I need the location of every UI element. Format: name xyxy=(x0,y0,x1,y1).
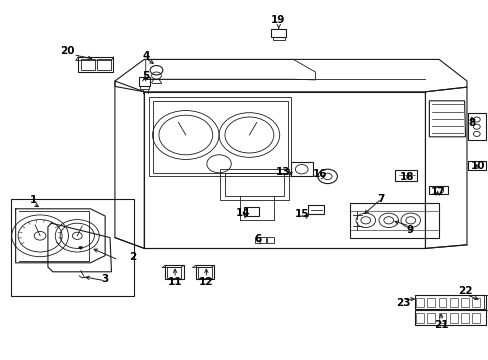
Text: 8: 8 xyxy=(468,118,474,128)
Bar xyxy=(266,237,273,243)
Text: 10: 10 xyxy=(470,161,485,171)
Text: 17: 17 xyxy=(429,186,444,197)
Text: 14: 14 xyxy=(236,208,250,218)
Text: 1: 1 xyxy=(30,195,37,205)
Bar xyxy=(471,298,479,307)
Bar xyxy=(414,310,485,325)
Text: 13: 13 xyxy=(275,167,289,177)
Bar xyxy=(468,161,485,170)
Bar xyxy=(11,199,134,296)
Bar xyxy=(428,186,447,194)
Bar xyxy=(140,86,149,89)
Bar xyxy=(468,113,485,140)
Text: 2: 2 xyxy=(129,252,136,262)
Bar xyxy=(197,267,211,278)
Bar xyxy=(165,265,183,279)
Bar xyxy=(97,59,110,70)
Bar xyxy=(78,57,113,72)
Bar xyxy=(427,313,434,323)
Bar xyxy=(271,29,285,37)
Bar xyxy=(139,77,150,86)
Text: 11: 11 xyxy=(167,276,182,287)
Text: 21: 21 xyxy=(433,320,447,330)
Bar xyxy=(307,205,323,214)
Text: 3: 3 xyxy=(102,274,108,284)
Bar xyxy=(394,170,416,181)
Bar xyxy=(483,295,488,310)
Bar xyxy=(195,265,214,279)
Text: 16: 16 xyxy=(312,168,327,179)
Bar xyxy=(167,267,181,278)
Bar xyxy=(449,313,457,323)
Bar xyxy=(460,298,468,307)
Bar xyxy=(243,207,259,216)
Circle shape xyxy=(79,246,82,249)
Bar xyxy=(272,37,284,40)
Bar xyxy=(438,313,446,323)
Bar xyxy=(449,298,457,307)
Bar xyxy=(414,295,485,309)
Bar xyxy=(438,298,446,307)
Text: 9: 9 xyxy=(406,225,412,235)
Bar xyxy=(460,313,468,323)
Bar xyxy=(471,313,479,323)
Bar xyxy=(290,162,312,176)
Bar xyxy=(415,313,423,323)
Text: 15: 15 xyxy=(294,209,309,219)
Bar xyxy=(415,298,423,307)
Bar xyxy=(81,59,95,70)
Bar xyxy=(427,298,434,307)
Text: 20: 20 xyxy=(60,46,75,56)
Bar xyxy=(255,237,265,243)
Text: 5: 5 xyxy=(142,71,149,81)
Text: 19: 19 xyxy=(270,15,285,25)
Text: 12: 12 xyxy=(199,276,213,287)
Text: 4: 4 xyxy=(142,51,149,61)
Text: 23: 23 xyxy=(395,298,410,308)
Text: 6: 6 xyxy=(254,234,261,244)
Text: 7: 7 xyxy=(376,194,384,204)
Text: 22: 22 xyxy=(457,286,472,296)
Text: 18: 18 xyxy=(399,172,413,182)
Bar xyxy=(349,203,438,238)
